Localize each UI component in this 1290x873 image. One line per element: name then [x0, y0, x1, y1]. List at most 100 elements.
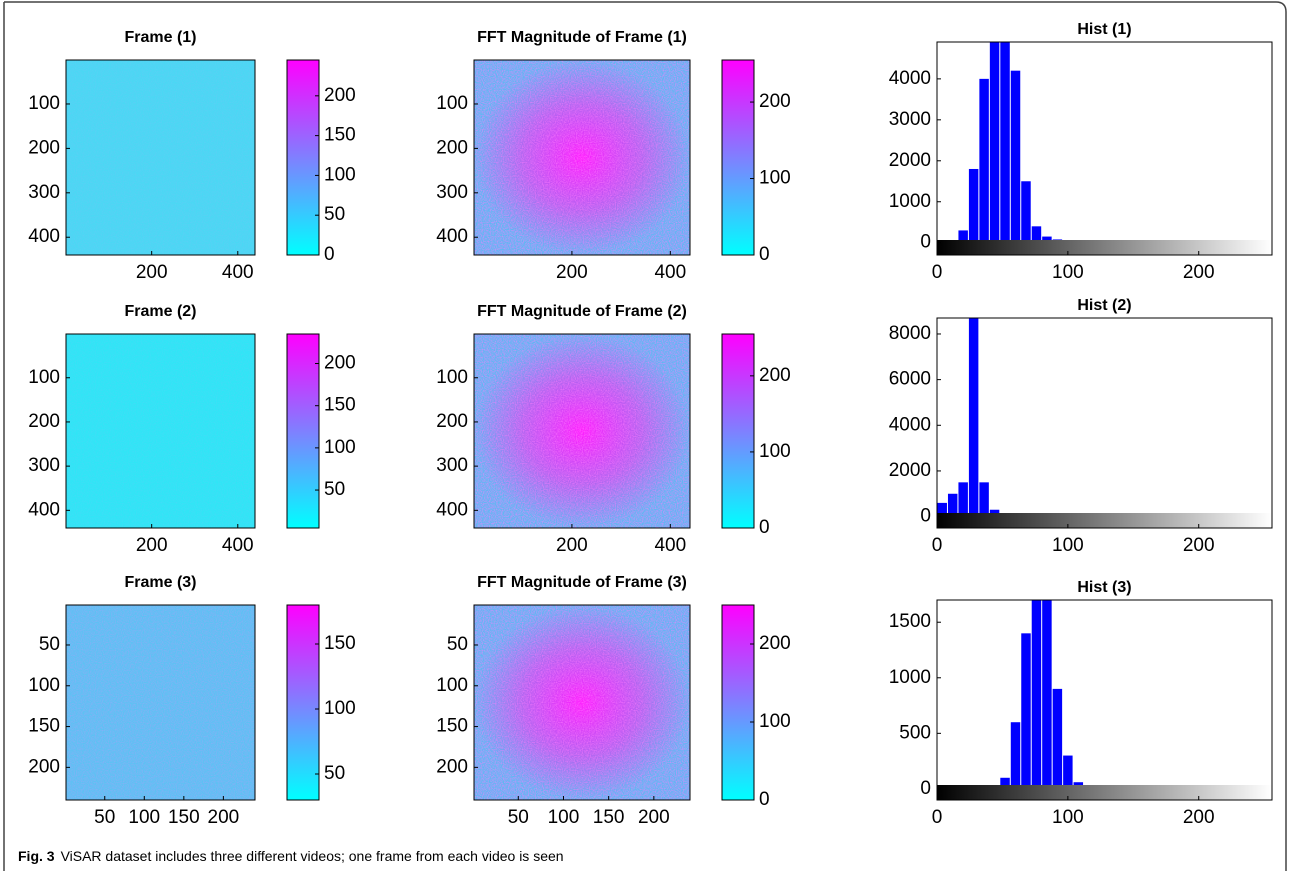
y-tick-label: 200 — [28, 137, 60, 158]
axes-box — [936, 41, 1273, 256]
bar — [1021, 181, 1031, 243]
y-tick-label: 300 — [436, 182, 468, 203]
panel-title: FFT Magnitude of Frame (3) — [477, 574, 687, 591]
x-tick-label: 0 — [932, 807, 943, 828]
colorbar-tick-label: 50 — [324, 204, 345, 225]
y-tick-label: 400 — [436, 499, 468, 520]
bar — [1021, 633, 1031, 789]
x-tick-label: 150 — [168, 807, 200, 828]
axes-box — [65, 59, 256, 256]
bar — [958, 482, 968, 517]
x-tick-label: 400 — [222, 535, 254, 556]
colorbar-tick-label: 0 — [759, 517, 770, 538]
axes-box — [65, 333, 256, 529]
bar — [937, 502, 947, 517]
x-tick-label: 100 — [1052, 807, 1084, 828]
panel-title: Hist (2) — [1077, 297, 1131, 314]
x-tick-label: 200 — [1183, 807, 1215, 828]
y-tick-label: 100 — [436, 93, 468, 114]
bar — [1063, 755, 1073, 789]
x-tick-label: 100 — [1052, 262, 1084, 283]
colorbar-tick-label: 0 — [759, 789, 770, 810]
bar — [979, 482, 989, 517]
caption-text: ViSAR dataset includes three different v… — [61, 848, 564, 864]
colorbar-tick-label: 150 — [324, 395, 356, 416]
colorbar — [721, 333, 755, 529]
y-tick-label: 4000 — [889, 68, 931, 89]
x-tick-label: 0 — [932, 535, 943, 556]
x-tick-label: 400 — [654, 535, 686, 556]
x-tick-label: 100 — [128, 807, 160, 828]
colorbar-tick-label: 200 — [759, 633, 791, 654]
panel-title: FFT Magnitude of Frame (2) — [477, 303, 687, 320]
colorbar-tick-label: 0 — [759, 244, 770, 265]
colorbar — [721, 604, 755, 801]
x-tick-label: 50 — [94, 807, 115, 828]
bar — [979, 78, 989, 243]
colorbar-tick-label: 100 — [759, 711, 791, 732]
x-tick-label: 100 — [1052, 535, 1084, 556]
frame-border — [4, 1, 1287, 871]
y-tick-label: 0 — [920, 232, 931, 253]
y-tick-label: 150 — [436, 716, 468, 737]
bar — [989, 42, 1000, 243]
panel-title: Frame (2) — [124, 303, 196, 320]
y-tick-label: 100 — [436, 675, 468, 696]
image-texture — [66, 605, 255, 800]
y-tick-label: 300 — [436, 455, 468, 476]
y-tick-label: 200 — [436, 137, 468, 158]
bar — [947, 493, 958, 517]
x-tick-label: 50 — [508, 807, 529, 828]
y-tick-label: 1500 — [889, 611, 931, 632]
axes-box — [473, 59, 691, 256]
y-tick-label: 500 — [899, 722, 931, 743]
y-tick-label: 200 — [436, 411, 468, 432]
y-tick-label: 6000 — [889, 369, 931, 390]
y-tick-label: 1000 — [889, 667, 931, 688]
y-tick-label: 100 — [28, 675, 60, 696]
x-tick-label: 100 — [548, 807, 580, 828]
x-tick-label: 200 — [208, 807, 240, 828]
bar — [1000, 777, 1010, 789]
axes-box — [936, 317, 1273, 529]
y-tick-label: 150 — [28, 716, 60, 737]
bar — [1042, 600, 1052, 789]
colorbar-tick-label: 100 — [759, 168, 791, 189]
y-tick-label: 2000 — [889, 460, 931, 481]
panel-title: Frame (1) — [124, 29, 196, 46]
colorbar — [286, 59, 320, 256]
y-tick-label: 0 — [920, 778, 931, 799]
bar — [1052, 688, 1063, 789]
x-tick-label: 200 — [1183, 535, 1215, 556]
x-tick-label: 200 — [1183, 262, 1215, 283]
image-texture — [474, 334, 690, 528]
bar — [1010, 70, 1021, 243]
y-tick-label: 300 — [28, 182, 60, 203]
colorbar-tick-label: 150 — [324, 125, 356, 146]
x-tick-label: 400 — [222, 262, 254, 283]
bars — [947, 42, 1272, 243]
image-texture — [66, 334, 255, 528]
y-tick-label: 8000 — [889, 323, 931, 344]
y-tick-label: 1000 — [889, 191, 931, 212]
bar — [1010, 722, 1021, 789]
x-tick-label: 200 — [136, 535, 168, 556]
colorbar — [286, 604, 320, 801]
y-tick-label: 3000 — [889, 109, 931, 130]
gray-strip — [937, 785, 1272, 800]
bar — [958, 230, 968, 243]
colorbar-tick-label: 200 — [759, 365, 791, 386]
gray-strip — [937, 240, 1272, 255]
y-tick-label: 4000 — [889, 414, 931, 435]
bars — [989, 600, 1272, 789]
panel-title: FFT Magnitude of Frame (1) — [477, 29, 687, 46]
colorbar-tick-label: 100 — [324, 437, 356, 458]
y-tick-label: 100 — [28, 93, 60, 114]
colorbar-tick-label: 100 — [324, 698, 356, 719]
bar — [1031, 226, 1042, 243]
bar — [968, 318, 979, 517]
colorbar — [286, 333, 320, 529]
image-texture — [474, 60, 690, 255]
y-tick-label: 100 — [28, 367, 60, 388]
